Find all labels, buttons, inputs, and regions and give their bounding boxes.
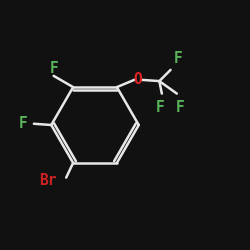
Text: F: F <box>174 51 182 66</box>
Text: F: F <box>19 116 28 131</box>
Text: Br: Br <box>39 172 56 188</box>
Text: O: O <box>134 72 142 87</box>
Text: F: F <box>49 61 58 76</box>
Text: F: F <box>156 100 165 115</box>
Text: F: F <box>176 100 185 115</box>
